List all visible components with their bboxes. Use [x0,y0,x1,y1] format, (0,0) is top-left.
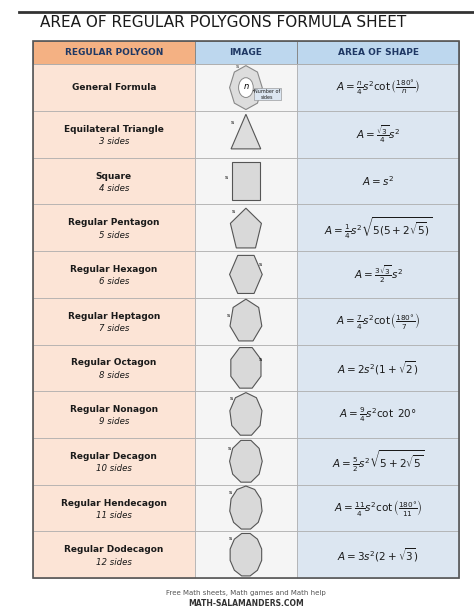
FancyBboxPatch shape [195,485,297,531]
Text: 9 sides: 9 sides [99,417,129,427]
Text: s: s [228,446,231,451]
FancyBboxPatch shape [195,345,297,391]
FancyBboxPatch shape [33,298,195,345]
Polygon shape [231,114,261,149]
Text: REGULAR POLYGON: REGULAR POLYGON [64,48,163,57]
Polygon shape [230,299,262,341]
FancyBboxPatch shape [297,531,459,578]
Polygon shape [230,533,262,576]
FancyBboxPatch shape [33,345,195,391]
FancyBboxPatch shape [297,345,459,391]
Text: Regular Nonagon: Regular Nonagon [70,405,158,414]
Text: General Formula: General Formula [72,83,156,92]
Text: $A = \frac{9}{4}s^2\cot\ 20°$: $A = \frac{9}{4}s^2\cot\ 20°$ [339,405,417,424]
FancyBboxPatch shape [297,438,459,485]
FancyBboxPatch shape [33,251,195,298]
Text: $A = \frac{7}{4}s^2\cot\left(\frac{180°}{7}\right)$: $A = \frac{7}{4}s^2\cot\left(\frac{180°}… [336,311,420,331]
Text: AREA OF REGULAR POLYGONS FORMULA SHEET: AREA OF REGULAR POLYGONS FORMULA SHEET [40,15,406,30]
Text: Free Math sheets, Math games and Math help: Free Math sheets, Math games and Math he… [166,590,326,596]
Text: Regular Heptagon: Regular Heptagon [68,312,160,321]
FancyBboxPatch shape [195,111,297,158]
Text: 10 sides: 10 sides [96,464,132,473]
Text: 4 sides: 4 sides [99,184,129,193]
Polygon shape [229,66,262,110]
Text: Regular Octagon: Regular Octagon [71,359,156,367]
Text: Square: Square [96,172,132,181]
FancyBboxPatch shape [297,485,459,531]
FancyBboxPatch shape [33,391,195,438]
FancyBboxPatch shape [195,391,297,438]
Text: s: s [259,357,262,362]
Text: 12 sides: 12 sides [96,557,132,566]
Text: s: s [229,490,232,495]
Text: $A = \frac{5}{2}s^2\sqrt{5+2\sqrt{5}}$: $A = \frac{5}{2}s^2\sqrt{5+2\sqrt{5}}$ [332,449,424,474]
Polygon shape [230,208,262,248]
Text: $A = \frac{3\sqrt{3}}{2}s^2$: $A = \frac{3\sqrt{3}}{2}s^2$ [354,264,402,285]
Text: s: s [227,313,230,318]
FancyBboxPatch shape [195,438,297,485]
FancyBboxPatch shape [33,111,195,158]
FancyBboxPatch shape [33,158,195,204]
Text: $A = \frac{11}{4}s^2\cot\left(\frac{180°}{11}\right)$: $A = \frac{11}{4}s^2\cot\left(\frac{180°… [334,498,422,518]
Text: 7 sides: 7 sides [99,324,129,333]
Text: s: s [232,210,235,215]
FancyBboxPatch shape [195,204,297,251]
FancyBboxPatch shape [297,204,459,251]
Text: s: s [225,175,228,180]
FancyBboxPatch shape [33,64,195,111]
Polygon shape [230,486,262,529]
Text: n: n [243,82,248,91]
FancyBboxPatch shape [195,64,297,111]
Text: s: s [230,120,234,124]
Text: Number of
sides: Number of sides [253,89,280,99]
Text: IMAGE: IMAGE [229,48,262,57]
Text: 6 sides: 6 sides [99,277,129,286]
FancyBboxPatch shape [195,158,297,204]
FancyBboxPatch shape [297,41,459,64]
FancyBboxPatch shape [195,531,297,578]
FancyBboxPatch shape [195,298,297,345]
FancyBboxPatch shape [297,111,459,158]
Text: s: s [229,395,233,400]
Text: Regular Hendecagon: Regular Hendecagon [61,498,167,508]
Text: $A = \frac{1}{4}s^2\sqrt{5(5+2\sqrt{5})}$: $A = \frac{1}{4}s^2\sqrt{5(5+2\sqrt{5})}… [324,215,432,240]
FancyBboxPatch shape [195,251,297,298]
FancyBboxPatch shape [297,158,459,204]
FancyBboxPatch shape [33,438,195,485]
Text: $A = s^2$: $A = s^2$ [362,174,394,188]
FancyBboxPatch shape [33,485,195,531]
Text: 3 sides: 3 sides [99,137,129,146]
Text: $A = 2s^2(1+\sqrt{2})$: $A = 2s^2(1+\sqrt{2})$ [337,359,419,376]
FancyBboxPatch shape [232,162,260,200]
Text: Regular Dodecagon: Regular Dodecagon [64,546,164,554]
Text: s: s [259,262,262,267]
Text: Regular Decagon: Regular Decagon [70,452,157,461]
Text: s: s [236,64,239,69]
Text: Regular Pentagon: Regular Pentagon [68,218,160,227]
Text: 5 sides: 5 sides [99,230,129,240]
Text: Regular Hexagon: Regular Hexagon [70,265,157,274]
Text: 11 sides: 11 sides [96,511,132,520]
FancyBboxPatch shape [33,204,195,251]
Text: AREA OF SHAPE: AREA OF SHAPE [337,48,419,57]
Text: 8 sides: 8 sides [99,371,129,379]
FancyBboxPatch shape [297,298,459,345]
FancyBboxPatch shape [297,391,459,438]
Text: s: s [229,536,232,541]
Text: $A = \frac{n}{4}s^2\cot\left(\frac{180°}{n}\right)$: $A = \frac{n}{4}s^2\cot\left(\frac{180°}… [336,78,420,97]
Polygon shape [229,256,262,294]
Polygon shape [231,348,261,388]
Text: Equilateral Triangle: Equilateral Triangle [64,125,164,134]
Polygon shape [230,392,262,435]
Text: MATH-SALAMANDERS.COM: MATH-SALAMANDERS.COM [188,599,304,608]
FancyBboxPatch shape [195,41,297,64]
FancyBboxPatch shape [33,41,195,64]
FancyBboxPatch shape [297,64,459,111]
Polygon shape [229,440,262,482]
FancyBboxPatch shape [33,531,195,578]
Circle shape [238,78,253,97]
FancyBboxPatch shape [297,251,459,298]
Text: $A = \frac{\sqrt{3}}{4}s^2$: $A = \frac{\sqrt{3}}{4}s^2$ [356,123,400,145]
Text: $A = 3s^2(2+\sqrt{3})$: $A = 3s^2(2+\sqrt{3})$ [337,546,419,563]
